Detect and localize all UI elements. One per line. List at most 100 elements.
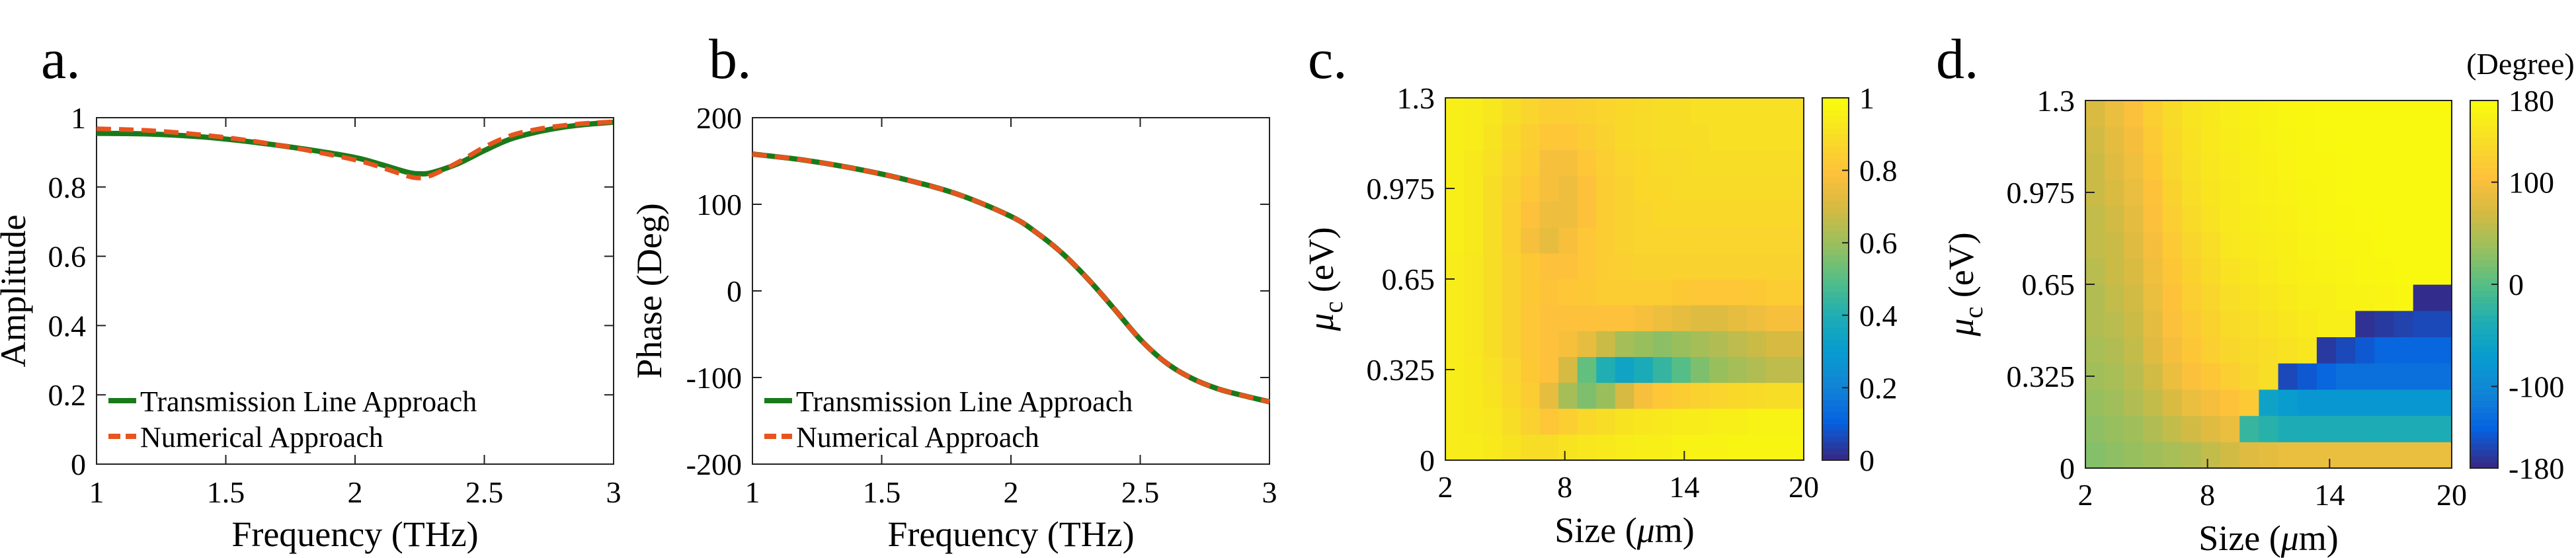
heatmap-cell: [2259, 153, 2279, 180]
y-tick-label: 0: [727, 274, 742, 308]
heatmap-cell: [1747, 434, 1767, 461]
heatmap-cell: [2278, 389, 2298, 417]
heatmap-cell: [1728, 227, 1748, 254]
colorbar-segment: [2470, 266, 2498, 273]
heatmap-cell: [2278, 415, 2298, 442]
heatmap-cell: [1483, 331, 1503, 358]
heatmap-cell: [1634, 253, 1654, 280]
heatmap-cell: [1558, 124, 1578, 150]
colorbar-segment: [1822, 430, 1849, 437]
heatmap-cell: [1445, 305, 1465, 331]
heatmap-cell: [2394, 389, 2414, 417]
heatmap-cell: [2278, 310, 2298, 338]
heatmap-cell: [2336, 258, 2356, 285]
heatmap-cell: [1521, 175, 1541, 202]
colorbar-segment: [1822, 418, 1849, 424]
y-tick-label: 0: [1420, 444, 1435, 477]
heatmap-cell: [1521, 227, 1541, 254]
colorbar-segment: [2470, 131, 2498, 138]
heatmap-cell: [1709, 149, 1729, 177]
heatmap-cell: [2394, 310, 2414, 338]
x-tick-label: 14: [1669, 470, 1699, 504]
y-axis-label-part: (eV): [1941, 232, 1981, 306]
heatmap-cell: [1634, 201, 1654, 228]
heatmap-cell: [2316, 363, 2337, 390]
heatmap-cell: [1596, 331, 1616, 358]
heatmap-cell: [2124, 389, 2144, 417]
heatmap-cell: [1652, 305, 1672, 331]
heatmap-cell: [2220, 126, 2240, 154]
heatmap-cell: [1596, 356, 1616, 383]
heatmap-cell: [2394, 284, 2414, 311]
heatmap-cell: [1577, 408, 1597, 435]
colorbar-segment: [1822, 176, 1849, 183]
heatmap-cell: [1690, 253, 1710, 280]
heatmap-cell: [1464, 98, 1484, 124]
colorbar-segment: [2470, 118, 2498, 126]
heatmap-cell: [2181, 415, 2202, 442]
series-line: [96, 119, 614, 180]
y-tick-label: 0.65: [2022, 268, 2075, 301]
heatmap-cell: [2143, 100, 2163, 128]
heatmap-cell: [2143, 258, 2163, 285]
heatmap-cell: [1671, 98, 1691, 124]
heatmap-cell: [1445, 201, 1465, 228]
heatmap-cell: [1483, 201, 1503, 228]
heatmap-cell: [2316, 100, 2337, 128]
heatmap-cell: [2200, 179, 2221, 206]
heatmap-cell: [1558, 149, 1578, 177]
colorbar-segment: [1822, 224, 1849, 231]
colorbar-segment: [2470, 259, 2498, 266]
heatmap-cell: [2394, 126, 2414, 154]
heatmap-cell: [2336, 442, 2356, 469]
heatmap-cell: [2085, 310, 2105, 338]
heatmap-cell: [1747, 98, 1767, 124]
heatmap-cell: [2374, 415, 2395, 442]
heatmap-cell: [2374, 231, 2395, 259]
y-tick-label: 0.325: [2007, 360, 2075, 393]
heatmap-cell: [2394, 205, 2414, 233]
heatmap-cell: [2162, 363, 2183, 390]
colorbar-segment: [2470, 290, 2498, 298]
colorbar-segment: [2470, 333, 2498, 340]
colorbar-segment: [1822, 345, 1849, 352]
heatmap-cell: [2220, 205, 2240, 233]
heatmap-cell: [1577, 98, 1597, 124]
heatmap-cell: [2355, 205, 2375, 233]
colorbar-segment: [1822, 339, 1849, 346]
heatmap-cell: [1671, 305, 1691, 331]
heatmap-cell: [2105, 442, 2124, 469]
heatmap-cell: [1483, 305, 1503, 331]
heatmap-cell: [2220, 179, 2240, 206]
x-tick-label: 20: [1789, 470, 1819, 504]
heatmap-cell: [2143, 363, 2163, 390]
colorbar-tick-label: 0: [2509, 268, 2524, 301]
heatmap-cell: [1539, 356, 1559, 383]
heatmap-cell: [1728, 356, 1748, 383]
colorbar-segment: [1822, 387, 1849, 395]
heatmap-cell: [2336, 310, 2356, 338]
series-line: [752, 151, 1270, 405]
x-axis-label-part: m): [2299, 518, 2339, 558]
heatmap-cell: [2105, 284, 2124, 311]
heatmap-cell: [2278, 337, 2298, 364]
heatmap-cell: [1652, 279, 1672, 305]
x-tick-label: 3: [1262, 475, 1277, 509]
y-tick-label: 200: [696, 101, 742, 135]
heatmap-cell: [1521, 408, 1541, 435]
heatmap-cell: [1652, 434, 1672, 461]
colorbar-segment: [2470, 376, 2498, 383]
heatmap-cell: [2316, 310, 2337, 338]
heatmap-cell: [1747, 227, 1767, 254]
colorbar-segment: [2470, 315, 2498, 322]
heatmap-cell: [2297, 231, 2317, 259]
heatmap-cell: [2355, 284, 2375, 311]
colorbar-segment: [1822, 309, 1849, 316]
heatmap-cell: [1464, 356, 1484, 383]
heatmap-cell: [2105, 258, 2124, 285]
heatmap-cell: [2336, 205, 2356, 233]
heatmap-cell: [2355, 389, 2375, 417]
heatmap-cell: [2181, 363, 2202, 390]
heatmap-cell: [2278, 258, 2298, 285]
heatmap-cell: [1785, 149, 1804, 177]
